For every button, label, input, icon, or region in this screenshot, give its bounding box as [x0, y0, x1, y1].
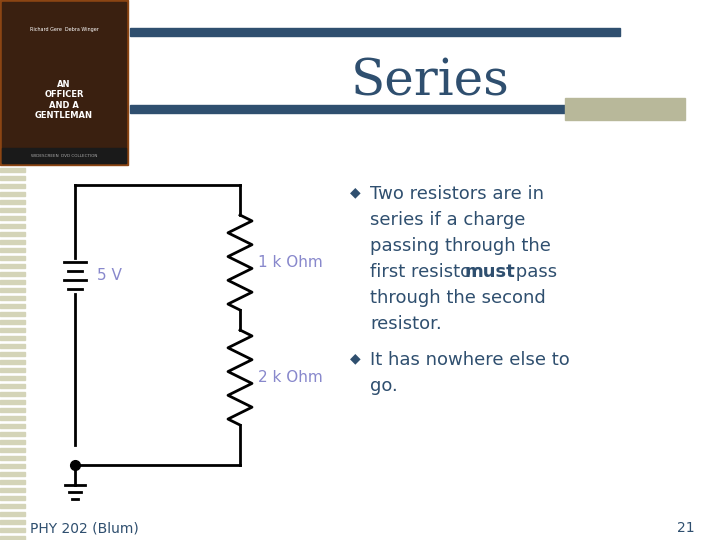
Bar	[0, 112, 25, 116]
Bar	[0, 96, 25, 100]
Bar	[0, 208, 25, 212]
Bar	[0, 288, 25, 292]
Bar	[0, 64, 25, 68]
Bar	[0, 192, 25, 196]
Text: ◆: ◆	[350, 351, 360, 365]
Text: series if a charge: series if a charge	[370, 211, 526, 229]
Bar	[0, 232, 25, 236]
Bar	[0, 168, 25, 172]
Bar	[0, 304, 25, 308]
Bar	[130, 105, 565, 113]
Bar	[0, 368, 25, 372]
Bar	[0, 144, 25, 148]
Bar	[0, 376, 25, 380]
Bar	[0, 224, 25, 228]
Bar	[0, 424, 25, 428]
Bar	[0, 464, 25, 468]
Bar	[0, 184, 25, 188]
Bar	[0, 248, 25, 252]
Bar	[0, 72, 25, 76]
Bar	[0, 312, 25, 316]
Bar	[0, 496, 25, 500]
Bar	[0, 448, 25, 452]
Bar	[0, 80, 25, 84]
Text: must: must	[465, 263, 516, 281]
Bar	[0, 504, 25, 508]
Bar	[0, 344, 25, 348]
Bar	[0, 40, 25, 44]
Bar	[0, 296, 25, 300]
Bar	[0, 512, 25, 516]
Text: first resistor: first resistor	[370, 263, 485, 281]
Bar	[0, 152, 25, 156]
Bar	[0, 240, 25, 244]
Bar	[0, 536, 25, 540]
Bar	[0, 160, 25, 164]
Text: ◆: ◆	[350, 185, 360, 199]
Bar	[2, 148, 126, 163]
Bar	[0, 88, 25, 92]
Bar	[0, 352, 25, 356]
Bar	[0, 272, 25, 276]
Text: Richard Gere  Debra Winger: Richard Gere Debra Winger	[30, 28, 99, 32]
Bar	[0, 280, 25, 284]
Bar	[0, 392, 25, 396]
Bar	[0, 488, 25, 492]
Bar	[0, 320, 25, 324]
Bar	[0, 120, 25, 124]
Bar	[0, 256, 25, 260]
Text: Two resistors are in: Two resistors are in	[370, 185, 544, 203]
Bar	[0, 472, 25, 476]
Bar	[0, 480, 25, 484]
Bar	[0, 200, 25, 204]
Bar	[0, 48, 25, 52]
Text: AN
OFFICER
AND A
GENTLEMAN: AN OFFICER AND A GENTLEMAN	[35, 80, 93, 120]
Bar	[0, 128, 25, 132]
Text: resistor.: resistor.	[370, 315, 442, 333]
Bar	[0, 336, 25, 340]
Bar	[0, 32, 25, 36]
Text: go.: go.	[370, 377, 397, 395]
Bar	[0, 264, 25, 268]
Bar	[0, 328, 25, 332]
Bar	[0, 360, 25, 364]
Bar	[0, 16, 25, 20]
Bar	[0, 528, 25, 532]
Text: 5 V: 5 V	[97, 267, 122, 282]
Bar	[130, 28, 620, 36]
Text: pass: pass	[510, 263, 557, 281]
Bar	[0, 216, 25, 220]
Bar	[0, 176, 25, 180]
Bar	[0, 104, 25, 108]
Bar	[0, 432, 25, 436]
Bar	[0, 520, 25, 524]
Bar	[565, 98, 685, 120]
Bar	[0, 408, 25, 412]
Text: through the second: through the second	[370, 289, 546, 307]
Bar	[0, 440, 25, 444]
Bar	[0, 56, 25, 60]
Text: Series: Series	[351, 57, 510, 107]
Bar	[0, 136, 25, 140]
Bar	[0, 384, 25, 388]
Text: It has nowhere else to: It has nowhere else to	[370, 351, 570, 369]
Bar	[0, 0, 128, 165]
Text: 2 k Ohm: 2 k Ohm	[258, 370, 323, 385]
Bar	[0, 8, 25, 12]
Bar	[2, 2, 126, 163]
Text: passing through the: passing through the	[370, 237, 551, 255]
Bar	[0, 0, 25, 4]
Text: WIDESCREEN  DVD COLLECTION: WIDESCREEN DVD COLLECTION	[31, 154, 97, 158]
Text: 21: 21	[678, 521, 695, 535]
Bar	[0, 400, 25, 404]
Bar	[0, 456, 25, 460]
Bar	[0, 24, 25, 28]
Text: PHY 202 (Blum): PHY 202 (Blum)	[30, 521, 139, 535]
Text: 1 k Ohm: 1 k Ohm	[258, 255, 323, 270]
Bar	[0, 416, 25, 420]
